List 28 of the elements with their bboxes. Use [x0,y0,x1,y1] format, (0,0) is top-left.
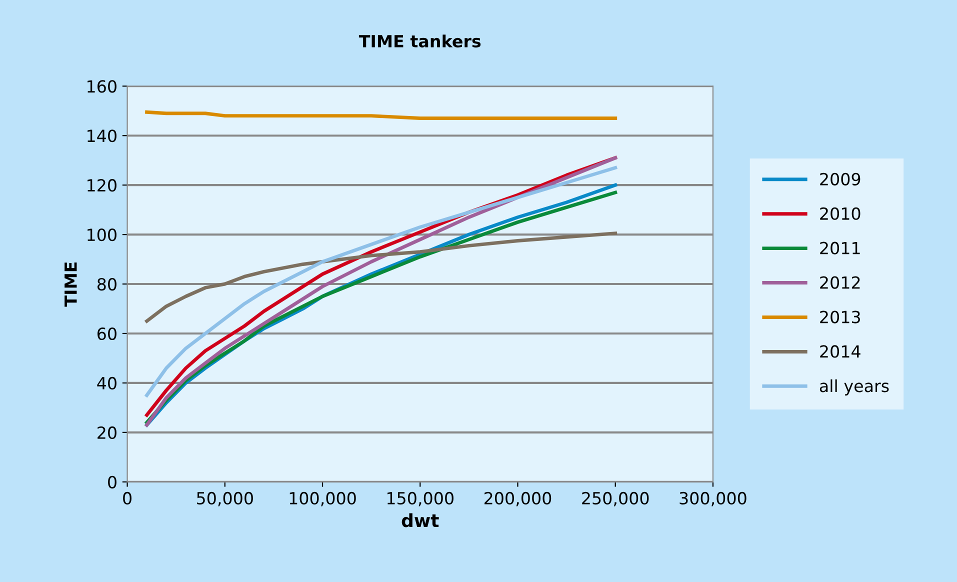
x-tick-label: 0 [123,492,132,505]
y-axis-title: TIME [64,262,77,307]
line-series [145,232,618,323]
x-tick-label: 100,000 [290,492,356,506]
legend-label: 2013 [820,310,860,324]
legend-label: 2012 [820,276,860,289]
x-tick-label: 50,000 [197,492,253,506]
y-tick-label: 0 [108,476,116,488]
x-axis-title: dwt [402,513,439,528]
y-tick-label: 160 [88,80,116,93]
y-tick-label: 100 [88,228,116,242]
y-tick-label: 120 [88,179,116,192]
legend-label: 2010 [820,207,860,220]
y-tick-label: 60 [98,327,116,340]
y-tick-label: 20 [98,426,116,439]
legend-label: 2011 [820,242,860,254]
x-tick-label: 150,000 [387,492,454,506]
chart-title: TIME tankers [358,34,481,48]
legend-label: 2009 [820,172,860,186]
legend-label: all years [820,379,889,396]
x-tick-label: 250,000 [582,492,649,506]
y-tick-label: 140 [88,130,116,142]
legend-label: 2014 [820,345,860,358]
x-tick-label: 300,000 [680,492,746,506]
y-tick-label: 80 [97,278,116,291]
line-series [145,110,618,120]
y-tick-label: 40 [97,376,116,390]
x-tick-label: 200,000 [484,492,552,506]
